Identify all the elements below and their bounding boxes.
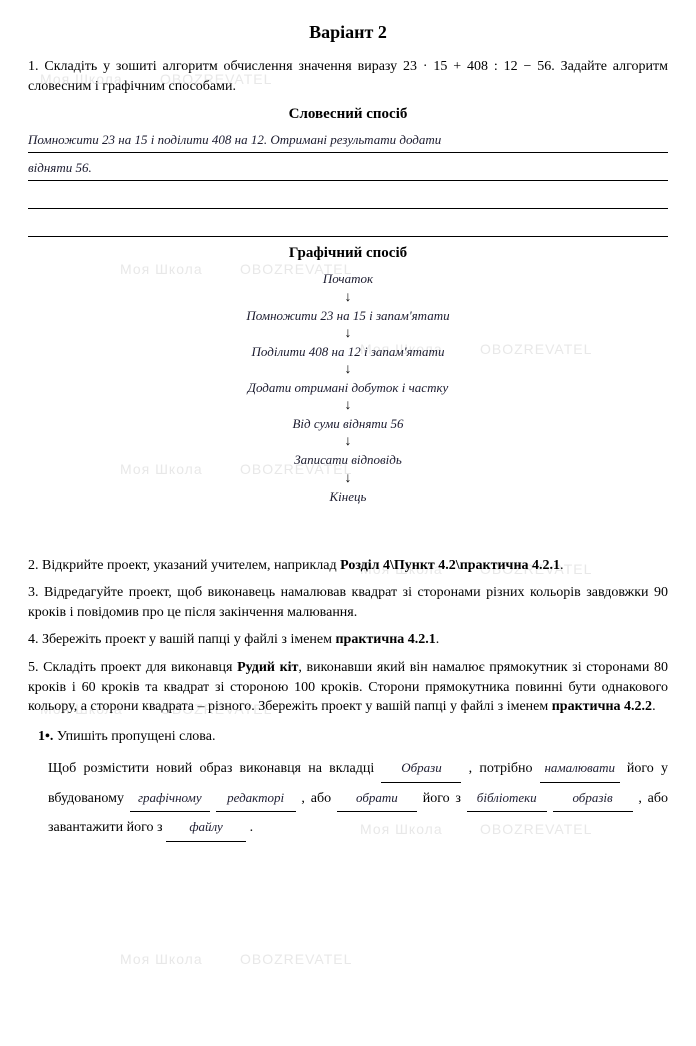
task-text: Упишіть пропущені слова. (57, 729, 216, 744)
graphic-title: Графічний спосіб (28, 243, 668, 264)
flowchart: Початок ↓ Помножити 23 на 15 і запам'ята… (28, 270, 668, 505)
task-num: 4. (28, 632, 39, 647)
task-bold: Рудий кіт (237, 660, 298, 675)
task-num: 1•. (38, 729, 53, 744)
arrow-down-icon: ↓ (28, 472, 668, 486)
fill-blank: намалювати (540, 754, 620, 782)
task-text: Відкрийте проект, указаний учителем, нап… (42, 558, 340, 573)
task-text: Збережіть проект у вашій папці у файлі з… (42, 632, 335, 647)
flow-step: Помножити 23 на 15 і запам'ятати (28, 307, 668, 325)
fill-blank: графічному (130, 784, 210, 812)
fill-text: . (250, 820, 254, 835)
verbal-line-2: відняти 56. (28, 159, 668, 181)
task-num: 2. (28, 558, 39, 573)
fill-blank: файлу (166, 813, 246, 841)
arrow-down-icon: ↓ (28, 399, 668, 413)
task-1: 1. Складіть у зошиті алгоритм обчислення… (28, 57, 668, 96)
task-bold: Розділ 4\Пункт 4.2\практична 4.2.1 (340, 558, 560, 573)
arrow-down-icon: ↓ (28, 435, 668, 449)
flow-step: Початок (28, 270, 668, 288)
task-bold: практична 4.2.2 (552, 699, 652, 714)
flow-step: Записати відповідь (28, 451, 668, 469)
task-3: 3. Відредагуйте проект, щоб виконавець н… (28, 583, 668, 622)
fill-text: , потрібно (469, 761, 540, 776)
fill-text: Щоб розмістити новий образ виконавця на … (48, 761, 381, 776)
verbal-line-empty (28, 187, 668, 209)
fill-blank: обрати (337, 784, 417, 812)
fill-blank: Образи (381, 754, 461, 782)
task-num: 5. (28, 660, 39, 675)
watermark: Моя Школа (120, 950, 203, 970)
verbal-line-1: Помножити 23 на 15 і поділити 408 на 12.… (28, 131, 668, 153)
task-num: 3. (28, 585, 39, 600)
fill-blank: образів (553, 784, 633, 812)
flow-step: Поділити 408 на 12 і запам'ятати (28, 343, 668, 361)
verbal-line-empty (28, 215, 668, 237)
fill-text: його з (423, 791, 467, 806)
task-2: 2. Відкрийте проект, указаний учителем, … (28, 556, 668, 576)
verbal-title: Словесний спосіб (28, 104, 668, 125)
task-text: . (652, 699, 656, 714)
fill-text: , або (301, 791, 336, 806)
task-text: . (560, 558, 564, 573)
fill-blank: редакторі (216, 784, 296, 812)
task-num: 1. (28, 59, 39, 74)
flow-step: Кінець (28, 488, 668, 506)
task-1-star: 1•. Упишіть пропущені слова. (38, 727, 668, 747)
task-4: 4. Збережіть проект у вашій папці у файл… (28, 630, 668, 650)
watermark: OBOZREVATEL (240, 950, 352, 970)
task-text: . (436, 632, 440, 647)
flow-step: Додати отримані добуток і частку (28, 379, 668, 397)
task-text: Складіть проект для виконавця (43, 660, 237, 675)
fill-paragraph: Щоб розмістити новий образ виконавця на … (48, 754, 668, 842)
arrow-down-icon: ↓ (28, 291, 668, 305)
fill-blank: бібліотеки (467, 784, 547, 812)
arrow-down-icon: ↓ (28, 363, 668, 377)
arrow-down-icon: ↓ (28, 327, 668, 341)
task-bold: практична 4.2.1 (335, 632, 435, 647)
task-5: 5. Складіть проект для виконавця Рудий к… (28, 658, 668, 717)
page-title: Варіант 2 (28, 20, 668, 45)
task-text: Відредагуйте проект, щоб виконавець нама… (28, 585, 668, 620)
task-text: Складіть у зошиті алгоритм обчислення зн… (28, 59, 668, 94)
flow-step: Від суми відняти 56 (28, 415, 668, 433)
